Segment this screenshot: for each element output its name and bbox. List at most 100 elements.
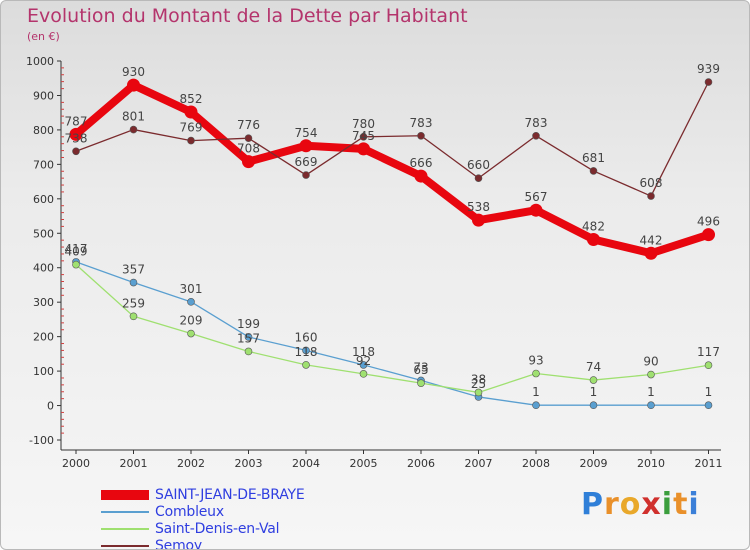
y-tick-label: 500 [33, 227, 54, 240]
x-tick-label: 2010 [637, 457, 665, 470]
series-point-0 [357, 142, 370, 156]
y-tick-label: 100 [33, 365, 54, 378]
series-point-0 [184, 105, 198, 119]
proxiti-logo: Proxiti [581, 487, 700, 522]
data-label: 660 [467, 158, 490, 172]
data-label: 801 [122, 110, 145, 124]
data-label: 745 [352, 129, 375, 143]
x-tick-label: 2007 [465, 457, 493, 470]
unit-label: (en €) [27, 30, 60, 43]
series-point-2 [532, 369, 540, 378]
x-tick-label: 2003 [235, 457, 263, 470]
y-tick-label: 800 [33, 124, 54, 137]
y-tick-label: 900 [33, 89, 54, 102]
series-point-0 [472, 213, 485, 227]
legend-swatch [101, 545, 149, 547]
legend-label: Semoy [155, 538, 202, 550]
data-label: 73 [413, 360, 428, 374]
legend-item: Semoy [101, 538, 202, 550]
series-point-1 [302, 346, 310, 355]
series-point-3 [704, 78, 713, 86]
data-label: 417 [65, 242, 88, 256]
logo-letter: i [661, 487, 674, 522]
data-label: 738 [65, 131, 88, 145]
series-line-2 [75, 263, 710, 394]
data-label: 209 [180, 314, 203, 328]
data-label: 65 [413, 363, 428, 377]
data-label: 769 [180, 121, 203, 135]
legend-item: SAINT-JEAN-DE-BRAYE [101, 487, 305, 503]
data-label: 930 [122, 65, 145, 79]
legend-swatch [101, 511, 149, 513]
y-tick-label: 600 [33, 193, 54, 206]
series-point-0 [127, 78, 140, 92]
data-label: 117 [697, 345, 720, 359]
chart-title: Evolution du Montant de la Dette par Hab… [27, 5, 468, 27]
y-tick-label: -100 [29, 434, 54, 447]
data-label: 496 [697, 215, 720, 229]
legend-item: Saint-Denis-en-Val [101, 521, 280, 537]
y-tick-label: 700 [33, 158, 54, 171]
x-tick-label: 2006 [407, 457, 435, 470]
series-point-0 [529, 203, 543, 217]
series-point-0 [644, 246, 658, 260]
series-point-0 [587, 232, 600, 246]
data-label: 681 [582, 151, 605, 165]
series-point-0 [299, 139, 313, 153]
series-point-2 [474, 388, 483, 397]
data-label: 357 [122, 263, 145, 277]
logo-letter: P [581, 487, 604, 522]
series-point-2 [187, 329, 195, 338]
data-label: 1 [647, 385, 655, 399]
series-point-2 [417, 379, 425, 387]
data-label: 301 [180, 282, 203, 296]
series-point-3 [532, 131, 540, 140]
y-tick-label: 200 [33, 331, 54, 344]
data-label: 783 [410, 116, 433, 130]
data-label: 160 [295, 330, 318, 344]
series-point-3 [72, 147, 80, 156]
data-label: 1 [532, 385, 540, 399]
series-point-1 [244, 333, 253, 341]
data-label: 92 [356, 354, 371, 368]
series-point-1 [359, 361, 368, 369]
legend-label: SAINT-JEAN-DE-BRAYE [155, 487, 305, 503]
series-point-3 [129, 125, 138, 134]
series-point-1 [532, 401, 540, 410]
series-point-2 [129, 312, 138, 321]
data-label: 93 [528, 354, 543, 368]
series-point-2 [359, 370, 368, 378]
series-point-2 [647, 370, 655, 379]
data-label: 157 [237, 331, 260, 345]
data-label: 38 [471, 372, 486, 386]
data-label: 25 [471, 377, 486, 391]
series-point-1 [187, 298, 195, 306]
series-point-1 [589, 401, 598, 410]
data-label: 787 [65, 114, 88, 128]
data-label: 939 [697, 62, 720, 76]
x-tick-label: 2004 [292, 457, 320, 470]
data-label: 482 [582, 219, 605, 233]
data-label: 852 [180, 92, 203, 106]
y-tick-label: 0 [47, 400, 54, 413]
legend-label: Saint-Denis-en-Val [155, 521, 280, 537]
series-point-0 [414, 169, 428, 183]
y-tick-label: 300 [33, 296, 54, 309]
data-label: 1 [590, 385, 598, 399]
legend-swatch [101, 490, 149, 500]
data-label: 669 [295, 155, 318, 169]
data-label: 780 [352, 117, 375, 131]
series-point-1 [704, 401, 713, 410]
legend-swatch [101, 528, 149, 530]
series-point-0 [702, 228, 715, 242]
series-point-3 [302, 171, 310, 179]
data-label: 74 [586, 360, 601, 374]
series-line-3 [75, 81, 710, 197]
x-tick-label: 2009 [580, 457, 608, 470]
series-point-2 [302, 361, 310, 369]
x-tick-label: 2011 [695, 457, 723, 470]
series-point-3 [647, 192, 655, 200]
logo-letter: o [619, 487, 642, 522]
series-point-3 [244, 134, 253, 142]
